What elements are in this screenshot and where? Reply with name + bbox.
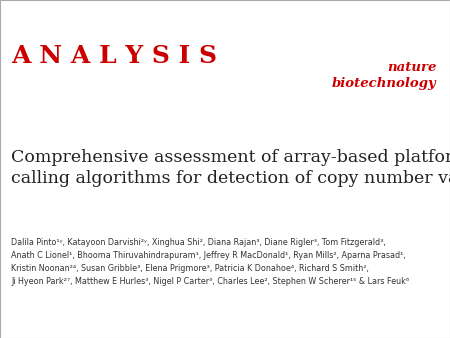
Text: nature
biotechnology: nature biotechnology [332,61,436,90]
Text: Comprehensive assessment of array-based platforms and
calling algorithms for det: Comprehensive assessment of array-based … [11,149,450,187]
Text: A N A L Y S I S: A N A L Y S I S [11,44,217,68]
Text: Dalila Pinto¹ʸ, Katayoon Darvishi²ʸ, Xinghua Shi², Diana Rajan³, Diane Rigler³, : Dalila Pinto¹ʸ, Katayoon Darvishi²ʸ, Xin… [11,238,410,286]
